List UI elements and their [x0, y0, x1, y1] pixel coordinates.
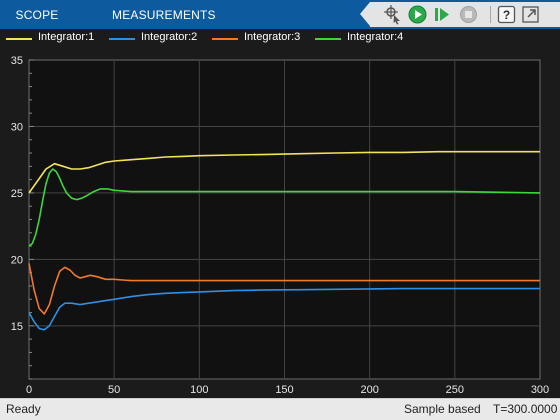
- x-tick-label: 50: [108, 384, 120, 396]
- run-button[interactable]: [407, 4, 428, 25]
- tab-scope[interactable]: SCOPE: [15, 8, 59, 22]
- y-tick-label: 25: [11, 188, 23, 200]
- toolstrip: SCOPE MEASUREMENTS: [0, 0, 560, 29]
- status-sim-time: T=300.0000: [493, 402, 558, 416]
- series-line-2: [28, 287, 540, 331]
- tab-measurements[interactable]: MEASUREMENTS: [112, 8, 216, 22]
- help-icon: ?: [497, 5, 516, 24]
- x-tick-label: 0: [26, 384, 32, 396]
- legend: Integrator:1 Integrator:2 Integrator:3 I…: [0, 29, 560, 48]
- stop-button[interactable]: [458, 4, 479, 25]
- x-tick-label: 150: [275, 384, 293, 396]
- legend-label: Integrator:1: [38, 31, 95, 43]
- svg-text:?: ?: [503, 8, 510, 22]
- y-tick-label: 20: [11, 254, 23, 266]
- toolbar-notch: [360, 2, 370, 26]
- quick-access-toolbar: ?: [360, 2, 560, 27]
- toolbar-separator: [490, 6, 491, 23]
- data-cursor-button[interactable]: [382, 4, 403, 25]
- step-forward-button[interactable]: [432, 4, 453, 25]
- step-forward-icon: [435, 8, 449, 21]
- legend-label: Integrator:3: [244, 31, 301, 43]
- x-tick-label: 250: [446, 384, 464, 396]
- data-cursor-icon: [384, 5, 400, 25]
- y-tick-label: 35: [11, 55, 23, 67]
- status-ready: Ready: [6, 402, 41, 416]
- expand-icon: [522, 6, 539, 23]
- legend-swatch: [6, 38, 32, 40]
- status-sample-mode: Sample based: [404, 402, 481, 416]
- legend-swatch: [212, 38, 238, 40]
- x-tick-label: 100: [190, 384, 208, 396]
- stop-icon: [460, 6, 477, 23]
- expand-button[interactable]: [520, 4, 541, 25]
- y-tick-label: 15: [11, 321, 23, 333]
- y-tick-label: 30: [11, 121, 23, 133]
- status-bar: Ready Sample based T=300.0000: [0, 398, 560, 420]
- series-line-1: [28, 150, 540, 194]
- x-tick-label: 200: [360, 384, 378, 396]
- legend-swatch: [315, 38, 341, 40]
- series-line-4: [28, 168, 541, 247]
- legend-label: Integrator:2: [141, 31, 198, 43]
- scope-plot[interactable]: 0 50 100 150 200 250 300 15 20 25 30 35: [0, 48, 560, 398]
- series-line-3: [28, 263, 540, 315]
- help-button[interactable]: ?: [496, 4, 517, 25]
- legend-swatch: [109, 38, 135, 40]
- x-tick-label: 300: [531, 384, 549, 396]
- run-icon: [408, 5, 427, 24]
- legend-label: Integrator:4: [347, 31, 404, 43]
